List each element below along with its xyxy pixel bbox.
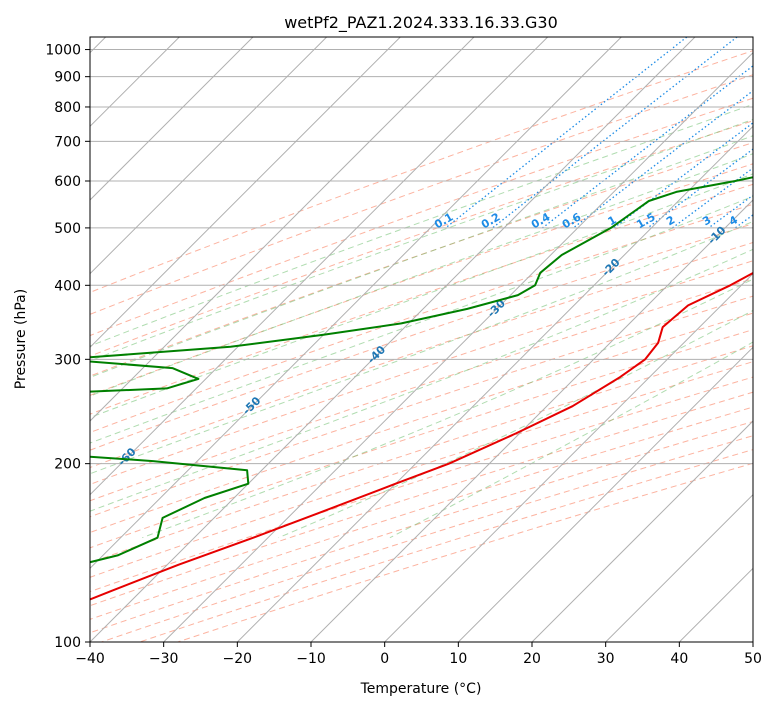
y-tick-label: 700	[54, 134, 81, 150]
x-tick-label: −20	[223, 651, 253, 667]
moist-adiabat	[90, 248, 753, 512]
isotherm-line	[90, 37, 401, 349]
moist-adiabat	[90, 135, 753, 378]
isotherm-line	[236, 125, 753, 642]
x-tick-label: −30	[149, 651, 179, 667]
mixing-ratio-lines	[445, 37, 753, 229]
x-tick-label: 50	[744, 651, 762, 667]
y-tick-label: 400	[54, 278, 81, 294]
isotherm-line	[531, 420, 753, 642]
mixing-ratio-line	[613, 122, 753, 229]
x-tick-label: 40	[670, 651, 688, 667]
x-tick-label: 0	[380, 651, 389, 667]
isotherm-line	[90, 37, 622, 570]
moist-adiabat	[389, 341, 753, 539]
y-axis-label: Pressure (hPa)	[13, 289, 29, 389]
moist-adiabat	[142, 278, 753, 539]
plot-frame	[89, 36, 754, 643]
isotherm-line	[384, 272, 753, 642]
y-tick-label: 100	[54, 635, 81, 651]
moist-adiabat	[278, 309, 753, 539]
isotherm-line	[310, 199, 753, 642]
moist-adiabat	[90, 173, 753, 419]
isotherm-line	[90, 37, 696, 642]
dry-adiabat	[90, 142, 753, 377]
moist-adiabats	[90, 103, 753, 539]
y-tick-label: 1000	[45, 43, 81, 59]
isotherm-line	[457, 346, 753, 642]
dry-adiabat	[90, 163, 753, 396]
isotherm-line	[90, 37, 328, 275]
moist-adiabat	[90, 220, 753, 475]
y-tick-label: 800	[54, 100, 81, 116]
x-tick-label: 20	[523, 651, 541, 667]
y-tick-label: 300	[54, 352, 81, 368]
plot-area: -100-90-80-70-60-50-40-30-20-10010203040…	[90, 37, 753, 642]
dry-adiabat	[90, 120, 753, 357]
x-tick-label: −40	[75, 651, 105, 667]
chart-title: wetPf2_PAZ1.2024.333.16.33.G30	[284, 13, 558, 33]
isotherm-gridlines	[90, 37, 753, 642]
dewpoint-profile-line	[90, 176, 753, 564]
x-tick-label: 30	[597, 651, 615, 667]
dry-adiabat	[90, 329, 753, 549]
dry-adiabat	[90, 361, 753, 578]
temperature-profile-line	[90, 271, 753, 601]
isobar-gridlines	[90, 49, 753, 642]
x-tick-label: −10	[296, 651, 326, 667]
dry-adiabat	[90, 97, 753, 337]
mixing-ratio-line	[542, 65, 753, 229]
x-axis-ticks: −40 −30 −20 −10 0 10 20 30 40 50	[75, 642, 762, 667]
y-tick-label: 200	[54, 457, 81, 473]
mixing-ratio-line	[445, 37, 688, 229]
profile-series	[90, 176, 753, 601]
moist-adiabat	[90, 103, 753, 347]
moist-adiabat	[90, 153, 753, 397]
dry-adiabat	[139, 449, 753, 642]
isotherm-line	[90, 37, 254, 201]
y-tick-label: 500	[54, 221, 81, 237]
dry-adiabat	[90, 50, 753, 293]
y-axis-ticks: 100 200 300 400 500 600 700 800 900 1000	[45, 43, 90, 651]
y-tick-label: 900	[54, 70, 81, 86]
isotherm-line	[90, 37, 475, 422]
isotherm-line	[90, 37, 549, 496]
isotherm-line	[163, 51, 753, 642]
x-axis-label: Temperature (°C)	[360, 681, 482, 697]
dry-adiabat	[177, 462, 753, 642]
mixing-ratio-line	[572, 89, 753, 229]
x-tick-label: 10	[449, 651, 467, 667]
dry-adiabat	[101, 435, 753, 642]
y-tick-label: 600	[54, 174, 81, 190]
isotherm-line	[605, 493, 753, 642]
